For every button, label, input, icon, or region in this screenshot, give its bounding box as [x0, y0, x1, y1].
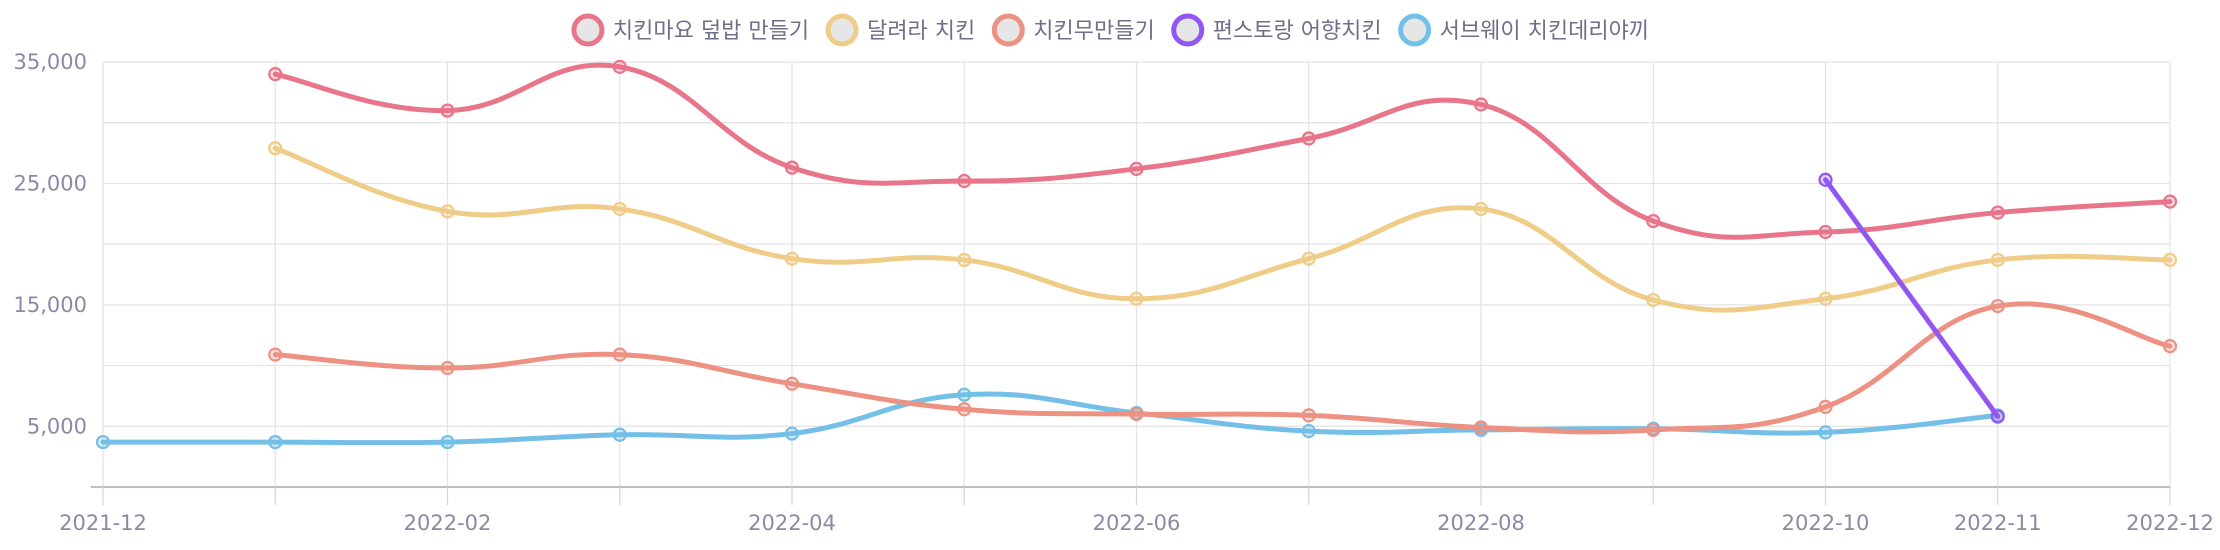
data-point[interactable]	[1990, 205, 2005, 220]
data-point[interactable]	[1646, 422, 1661, 438]
y-axis: 5,000 15,000 25,000 35,000	[14, 50, 87, 438]
legend-svg: 치킨마요 덮밥 만들기 달려라 치킨 치킨무만들기 편스토랑 어향치킨 서브웨이 치킨데…	[571, 13, 1649, 47]
data-point[interactable]	[1473, 420, 1489, 435]
series-line	[272, 62, 2173, 240]
data-point[interactable]	[784, 160, 800, 175]
data-point[interactable]	[268, 67, 283, 82]
data-point[interactable]	[95, 434, 111, 450]
legend-item[interactable]: 치킨무만들기	[991, 13, 1155, 47]
data-point[interactable]	[2162, 339, 2178, 354]
x-tick-label: 2022-04	[748, 511, 836, 535]
data-point[interactable]	[440, 434, 455, 450]
series-0	[268, 59, 2178, 240]
data-point[interactable]	[2162, 194, 2178, 209]
data-point[interactable]	[268, 141, 283, 156]
data-point[interactable]	[1129, 291, 1144, 306]
data-point[interactable]	[2162, 252, 2178, 268]
x-tick-label: 2022-10	[1782, 511, 1870, 535]
data-point[interactable]	[784, 426, 800, 441]
data-point[interactable]	[1990, 252, 2005, 268]
legend-label: 서브웨이 치킨데리야끼	[1440, 19, 1649, 44]
series-line	[100, 391, 2001, 446]
data-point[interactable]	[440, 103, 455, 118]
data-point[interactable]	[440, 360, 455, 376]
y-tick-label: 25,000	[14, 171, 87, 195]
data-point[interactable]	[612, 201, 627, 217]
data-point[interactable]	[1818, 425, 1833, 440]
x-axis: 2021-12 2022-02 2022-04 2022-06 2022-08 2022-…	[59, 511, 2214, 535]
data-point[interactable]	[1818, 172, 1833, 187]
series-2	[268, 298, 2178, 438]
legend-swatch	[571, 13, 605, 47]
legend: 치킨마요 덮밥 만들기 달려라 치킨 치킨무만들기 편스토랑 어향치킨 서브웨이 치킨데…	[0, 0, 2220, 60]
legend-swatch	[825, 13, 859, 47]
legend-swatch	[1398, 13, 1432, 47]
x-tick-label: 2021-12	[59, 511, 147, 535]
x-tick-label: 2022-12	[2126, 511, 2214, 535]
data-point[interactable]	[784, 376, 800, 391]
y-tick-label: 5,000	[27, 414, 87, 438]
data-point[interactable]	[957, 402, 972, 417]
y-tick-label: 15,000	[14, 293, 87, 317]
data-point[interactable]	[1646, 213, 1661, 229]
data-point[interactable]	[1473, 97, 1489, 112]
data-point[interactable]	[957, 387, 972, 402]
data-point[interactable]	[1818, 291, 1833, 306]
x-tick-label: 2022-08	[1437, 511, 1525, 535]
data-point[interactable]	[1990, 298, 2005, 314]
data-point[interactable]	[957, 173, 972, 189]
data-point[interactable]	[612, 59, 627, 74]
data-point[interactable]	[1818, 399, 1833, 414]
series-line	[1823, 177, 2001, 420]
x-tick-label: 2022-02	[404, 511, 492, 535]
data-point[interactable]	[268, 434, 283, 450]
legend-swatch	[1171, 13, 1205, 47]
series-1	[268, 141, 2178, 313]
data-point[interactable]	[440, 204, 455, 219]
data-point[interactable]	[1646, 292, 1661, 308]
data-point[interactable]	[1129, 407, 1144, 422]
series-group	[95, 59, 2178, 450]
data-point[interactable]	[1301, 408, 1316, 423]
data-point[interactable]	[784, 251, 800, 266]
data-point[interactable]	[1301, 424, 1316, 439]
series-line	[272, 145, 2173, 313]
series-line	[272, 301, 2173, 435]
x-tick-label: 2022-06	[1093, 511, 1181, 535]
series-3	[1818, 172, 2005, 424]
legend-item[interactable]: 달려라 치킨	[825, 13, 975, 47]
data-point[interactable]	[612, 347, 627, 362]
grid	[91, 61, 2171, 505]
data-point[interactable]	[1301, 131, 1316, 146]
data-point[interactable]	[1990, 409, 2005, 424]
data-point[interactable]	[268, 347, 283, 362]
y-tick-label: 35,000	[14, 50, 87, 74]
series-4	[95, 387, 2005, 450]
data-point[interactable]	[1818, 224, 1833, 240]
legend-item[interactable]: 서브웨이 치킨데리야끼	[1398, 13, 1649, 47]
data-point[interactable]	[957, 252, 972, 268]
data-point[interactable]	[612, 427, 627, 442]
data-point[interactable]	[1301, 251, 1316, 266]
data-point[interactable]	[1129, 161, 1144, 176]
x-tick-label: 2022-11	[1954, 511, 2042, 535]
legend-item[interactable]: 편스토랑 어향치킨	[1171, 13, 1382, 47]
legend-item[interactable]: 치킨마요 덮밥 만들기	[571, 13, 809, 47]
data-point[interactable]	[1473, 201, 1489, 217]
legend-label: 치킨무만들기	[1033, 19, 1154, 44]
legend-swatch	[991, 13, 1025, 47]
legend-label: 편스토랑 어향치킨	[1213, 19, 1382, 44]
legend-label: 달려라 치킨	[867, 19, 975, 44]
legend-label: 치킨마요 덮밥 만들기	[613, 19, 809, 44]
